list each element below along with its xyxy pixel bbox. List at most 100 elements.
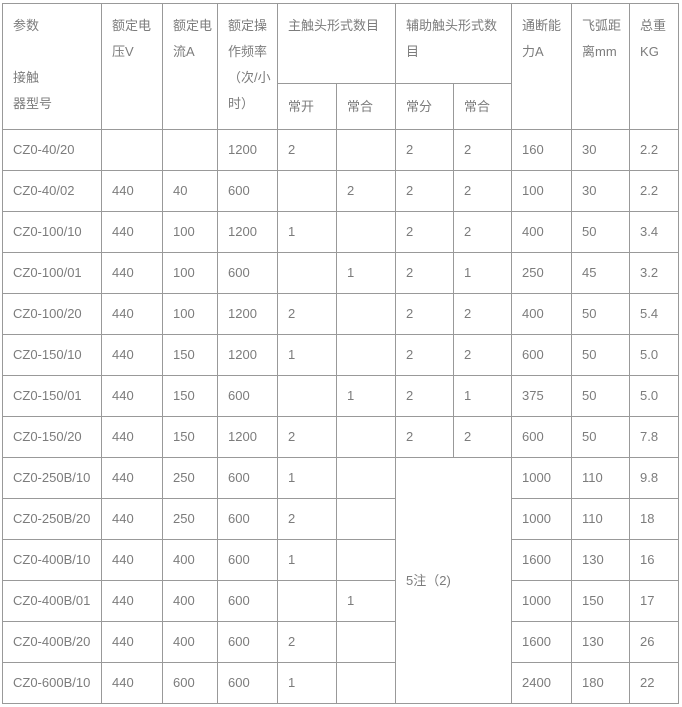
- cell-aux-nc: 2: [453, 416, 513, 458]
- cell-voltage: 440: [101, 457, 163, 499]
- cell-voltage: 440: [101, 252, 163, 294]
- cell-capacity: 600: [511, 334, 573, 376]
- col-header-operating-frequency: 额定操 作频率 （次/小 时）: [217, 3, 278, 130]
- cell-voltage: 440: [101, 621, 163, 663]
- subcol-header-main-nc: 常合: [335, 83, 397, 130]
- cell-voltage: 440: [101, 375, 163, 417]
- cell-main-no: 2: [277, 129, 337, 171]
- cell-frequency: 600: [217, 580, 278, 622]
- cell-arc: 45: [571, 252, 631, 294]
- cell-capacity: 400: [511, 293, 573, 335]
- cell-main-no: 1: [277, 334, 337, 376]
- cell-main-nc: [335, 621, 397, 663]
- cell-aux-nc: 1: [453, 375, 513, 417]
- subcol-header-aux-no: 常分: [395, 83, 455, 130]
- cell-capacity: 250: [511, 252, 573, 294]
- cell-main-nc: [335, 662, 397, 704]
- table-row: CZ0-400B/10 440 400 600 1 1600 130 16: [2, 539, 680, 581]
- contactor-spec-table: 参数 接触 器型号 额定电 压V 额定电 流A 额定操 作频率 （次/小 时） …: [2, 3, 680, 704]
- cell-main-nc: [335, 457, 397, 499]
- cell-aux-no: 2: [395, 334, 455, 376]
- cell-weight: 5.4: [629, 293, 680, 335]
- col-header-aux-contacts: 辅助触头形式数 目: [395, 3, 513, 84]
- cell-current: 100: [162, 293, 218, 335]
- cell-model: CZ0-400B/10: [2, 539, 102, 581]
- cell-arc: 130: [571, 621, 631, 663]
- cell-frequency: 600: [217, 375, 278, 417]
- cell-main-no: [277, 580, 337, 622]
- cell-arc: 50: [571, 293, 631, 335]
- cell-voltage: [101, 129, 163, 171]
- cell-current: [162, 129, 218, 171]
- cell-model: CZ0-400B/01: [2, 580, 102, 622]
- table-row: CZ0-250B/10 440 250 600 1 5注（2) 1000 110…: [2, 457, 680, 704]
- cell-frequency: 600: [217, 498, 278, 540]
- cell-capacity: 1600: [511, 539, 573, 581]
- cell-main-no: [277, 170, 337, 212]
- cell-arc: 30: [571, 129, 631, 171]
- cell-arc: 50: [571, 416, 631, 458]
- cell-weight: 16: [629, 539, 680, 581]
- cell-current: 100: [162, 252, 218, 294]
- cell-weight: 3.4: [629, 211, 680, 253]
- cell-aux-no: 2: [395, 375, 455, 417]
- cell-voltage: 440: [101, 293, 163, 335]
- cell-capacity: 375: [511, 375, 573, 417]
- table-row: CZ0-100/10 440 100 1200 1 2 2 400 50 3.4: [2, 211, 680, 253]
- cell-main-no: 1: [277, 211, 337, 253]
- cell-arc: 50: [571, 375, 631, 417]
- cell-main-nc: [335, 539, 397, 581]
- cell-voltage: 440: [101, 170, 163, 212]
- cell-arc: 150: [571, 580, 631, 622]
- table-row: CZ0-600B/10 440 600 600 1 2400 180 22: [2, 662, 680, 704]
- cell-weight: 2.2: [629, 170, 680, 212]
- cell-main-nc: [335, 211, 397, 253]
- cell-main-no: 1: [277, 662, 337, 704]
- cell-aux-nc: 2: [453, 129, 513, 171]
- table-row: CZ0-400B/01 440 400 600 1 1000 150 17: [2, 580, 680, 622]
- cell-current: 150: [162, 416, 218, 458]
- cell-frequency: 1200: [217, 211, 278, 253]
- header-param-label: 参数: [13, 18, 40, 33]
- cell-model: CZ0-600B/10: [2, 662, 102, 704]
- cell-capacity: 1600: [511, 621, 573, 663]
- table-row: CZ0-100/01 440 100 600 1 2 1 250 45 3.2: [2, 252, 680, 294]
- cell-capacity: 1000: [511, 498, 573, 540]
- cell-voltage: 440: [101, 416, 163, 458]
- cell-model: CZ0-40/20: [2, 129, 102, 171]
- cell-model: CZ0-40/02: [2, 170, 102, 212]
- cell-main-no: [277, 252, 337, 294]
- cell-aux-nc: 2: [453, 170, 513, 212]
- header-contactor-label-line2: 器型号: [13, 96, 53, 111]
- cell-weight: 7.8: [629, 416, 680, 458]
- col-header-main-contacts: 主触头形式数目: [276, 3, 397, 84]
- cell-weight: 5.0: [629, 334, 680, 376]
- cell-model: CZ0-150/10: [2, 334, 102, 376]
- cell-frequency: 1200: [217, 293, 278, 335]
- cell-arc: 50: [571, 211, 631, 253]
- cell-model: CZ0-100/01: [2, 252, 102, 294]
- cell-main-nc: [335, 334, 397, 376]
- cell-voltage: 440: [101, 662, 163, 704]
- cell-weight: 18: [629, 498, 680, 540]
- cell-aux-no: 2: [395, 170, 455, 212]
- cell-weight: 3.2: [629, 252, 680, 294]
- cell-main-nc: 2: [335, 170, 397, 212]
- cell-frequency: 1200: [217, 334, 278, 376]
- cell-aux-no: 2: [395, 252, 455, 294]
- cell-weight: 26: [629, 621, 680, 663]
- cell-frequency: 600: [217, 457, 278, 499]
- cell-voltage: 440: [101, 539, 163, 581]
- cell-main-nc: [335, 293, 397, 335]
- col-header-breaking-capacity: 通断能 力A: [511, 3, 573, 130]
- cell-model: CZ0-250B/20: [2, 498, 102, 540]
- cell-capacity: 100: [511, 170, 573, 212]
- cell-current: 250: [162, 498, 218, 540]
- cell-model: CZ0-150/01: [2, 375, 102, 417]
- cell-current: 100: [162, 211, 218, 253]
- cell-capacity: 400: [511, 211, 573, 253]
- cell-aux-no: 2: [395, 416, 455, 458]
- cell-current: 400: [162, 621, 218, 663]
- cell-capacity: 600: [511, 416, 573, 458]
- table-row: CZ0-150/20 440 150 1200 2 2 2 600 50 7.8: [2, 416, 680, 458]
